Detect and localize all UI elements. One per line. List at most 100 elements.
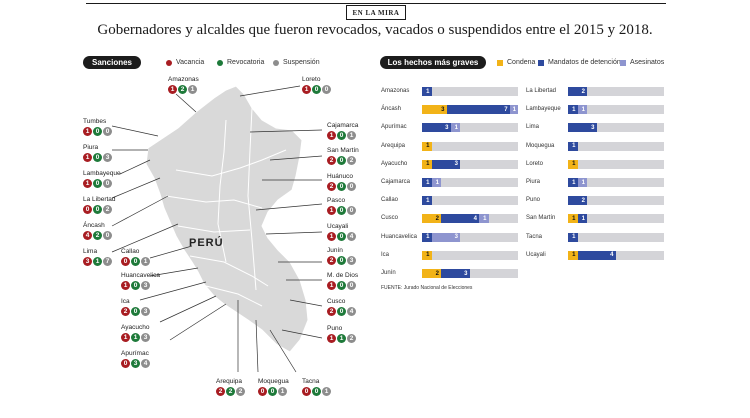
sanciones-title: Sanciones bbox=[83, 56, 141, 69]
bar-condena: 1 bbox=[422, 250, 432, 260]
region-name-amazonas: Amazonas bbox=[168, 76, 199, 83]
bar-label-ucayali: Ucayali bbox=[526, 251, 546, 258]
bar-asesinatos: 1 bbox=[509, 105, 518, 115]
bar-condena: 2 bbox=[422, 269, 441, 278]
vacancia-count: 4 bbox=[83, 231, 92, 240]
suspension-count: 0 bbox=[103, 231, 112, 240]
suspension-count: 3 bbox=[141, 333, 150, 342]
bar-mandatos: 2 bbox=[568, 196, 587, 206]
region-name-tacna: Tacna bbox=[302, 378, 320, 385]
bar-label-cusco: Cusco bbox=[381, 215, 399, 222]
suspension-count: 4 bbox=[141, 359, 150, 368]
suspension-count: 2 bbox=[103, 205, 112, 214]
suspension-count: 2 bbox=[236, 387, 245, 396]
leader-lines bbox=[111, 85, 323, 373]
bar-track-la-libertad: 2 bbox=[568, 87, 664, 96]
suspension-count: 1 bbox=[188, 85, 197, 94]
mandatos-swatch bbox=[538, 59, 544, 66]
revocatoria-count: 0 bbox=[337, 156, 346, 165]
bar-label-huancavelica: Huancavelica bbox=[381, 233, 418, 240]
region-name-san-martin: San Martín bbox=[327, 147, 359, 154]
vacancia-count: 2 bbox=[327, 156, 336, 165]
bar-mandatos: 1 bbox=[422, 232, 432, 242]
region-name-cusco: Cusco bbox=[327, 298, 346, 305]
bar-asesinatos: 1 bbox=[450, 123, 460, 133]
bar-label-junin: Junín bbox=[381, 270, 396, 276]
bar-mandatos: 1 bbox=[422, 178, 432, 187]
vacancia-count: 2 bbox=[121, 307, 130, 316]
bar-track-moquegua: 1 bbox=[568, 141, 664, 151]
bar-asesinatos: 1 bbox=[577, 178, 587, 187]
suspension-count: 0 bbox=[322, 85, 331, 94]
peru-silhouette bbox=[145, 85, 309, 353]
bar-track-lima: 3 bbox=[568, 123, 664, 133]
bar-label-ancash: Áncash bbox=[381, 106, 402, 113]
bar-label-piura: Piura bbox=[526, 179, 541, 185]
bar-mandatos: 1 bbox=[577, 214, 587, 224]
bar-mandatos: 7 bbox=[446, 105, 510, 115]
bar-label-callao: Callao bbox=[381, 197, 399, 204]
hechos-legend-condena: Condena bbox=[497, 59, 535, 66]
region-name-piura: Piura bbox=[83, 144, 99, 151]
sanciones-legend-revocatoria: Revocatoria bbox=[217, 59, 264, 66]
revocatoria-count: 0 bbox=[131, 281, 140, 290]
revocatoria-count: 2 bbox=[178, 85, 187, 94]
bar-asesinatos: 1 bbox=[431, 178, 441, 187]
region-borders bbox=[165, 107, 287, 307]
bar-mandatos: 1 bbox=[568, 178, 578, 187]
hechos-legend-asesinatos: Asesinatos bbox=[620, 59, 664, 66]
bar-asesinatos: 3 bbox=[431, 232, 460, 242]
revocatoria-swatch bbox=[217, 59, 223, 66]
revocatoria-count: 0 bbox=[131, 307, 140, 316]
suspension-count: 0 bbox=[347, 206, 356, 215]
vacancia-count: 0 bbox=[121, 257, 130, 266]
hechos-legend-mandatos: Mandatos de detención bbox=[538, 59, 621, 66]
region-name-ancash: Áncash bbox=[83, 222, 105, 229]
vacancia-count: 2 bbox=[216, 387, 225, 396]
region-name-huanuco: Huánuco bbox=[327, 173, 354, 180]
bar-label-puno: Puno bbox=[526, 197, 541, 204]
revocatoria-count: 0 bbox=[93, 205, 102, 214]
legend-label: Revocatoria bbox=[227, 59, 265, 66]
bar-label-arequipa: Arequipa bbox=[381, 142, 406, 149]
suspension-count: 1 bbox=[141, 257, 150, 266]
bar-mandatos: 1 bbox=[422, 196, 432, 206]
legend-label: Suspensión bbox=[283, 59, 320, 66]
bar-label-apurimac: Apurímac bbox=[381, 124, 407, 131]
vacancia-count: 2 bbox=[327, 307, 336, 316]
bar-mandatos: 1 bbox=[422, 87, 432, 96]
bar-asesinatos: 1 bbox=[479, 214, 489, 224]
bar-condena: 1 bbox=[422, 141, 432, 151]
revocatoria-count: 0 bbox=[131, 257, 140, 266]
region-name-lambayeque: Lambayeque bbox=[83, 170, 121, 177]
revocatoria-count: 1 bbox=[131, 333, 140, 342]
revocatoria-count: 0 bbox=[337, 182, 346, 191]
country-label: PERÚ bbox=[189, 237, 224, 249]
top-rule bbox=[86, 3, 666, 4]
region-name-lima: Lima bbox=[83, 248, 98, 255]
suspension-count: 1 bbox=[347, 131, 356, 140]
bar-label-lima: Lima bbox=[526, 124, 540, 131]
bar-label-la-libertad: La Libertad bbox=[526, 88, 557, 94]
region-name-junin: Junín bbox=[327, 247, 343, 254]
bar-condena: 1 bbox=[568, 159, 578, 169]
bar-track-puno: 2 bbox=[568, 196, 664, 206]
suspension-count: 1 bbox=[278, 387, 287, 396]
bar-mandatos: 1 bbox=[568, 105, 578, 115]
revocatoria-count: 0 bbox=[312, 85, 321, 94]
bar-condena: 1 bbox=[568, 250, 578, 260]
